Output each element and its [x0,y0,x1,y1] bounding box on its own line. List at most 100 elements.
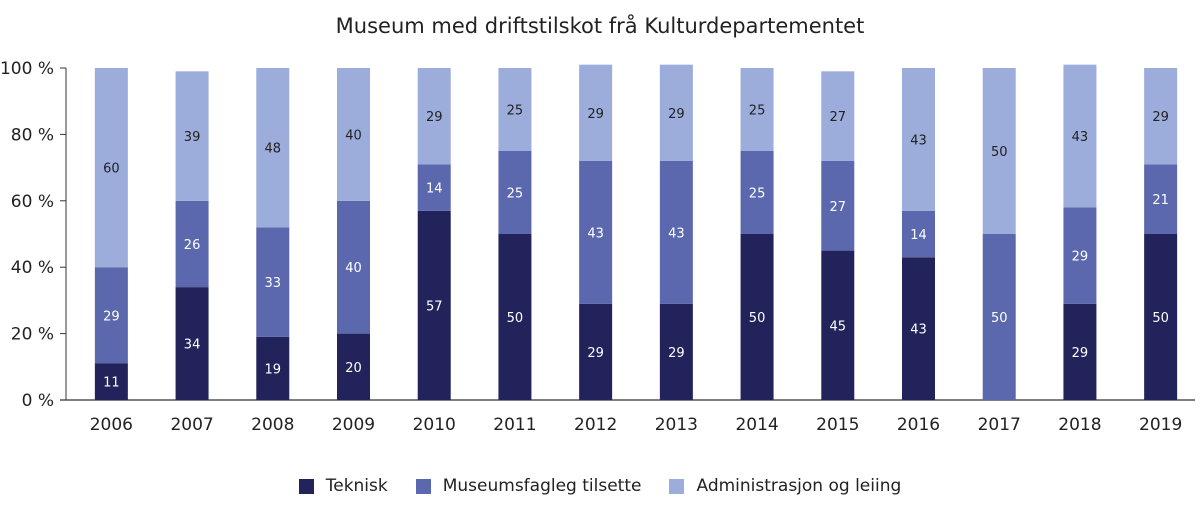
data-label: 25 [749,187,766,202]
data-label: 50 [749,311,766,326]
data-label: 40 [345,128,362,143]
data-label: 43 [910,323,927,338]
bar-segment [175,200,209,288]
bar-segment [94,68,128,268]
bar-segment [740,68,774,151]
data-label: 25 [507,104,524,119]
bar-segment [256,336,290,400]
data-label: 33 [265,276,282,291]
data-label: 26 [184,238,201,253]
chart-title: Museum med driftstilskot frå Kulturdepar… [335,14,865,38]
data-label: 27 [830,110,847,125]
x-tick-label: 2007 [170,415,213,435]
legend-item: Administrasjon og leiing [669,476,901,496]
bar-segment [902,68,935,211]
legend-swatch [415,478,431,494]
x-tick-label: 2012 [574,415,617,435]
bar-segment [94,363,128,400]
y-tick-label: 60 % [11,192,54,212]
x-tick-label: 2019 [1139,415,1182,435]
x-tick-label: 2017 [978,415,1021,435]
bar-segment [498,151,532,234]
data-label: 14 [910,228,927,243]
data-label: 29 [1072,346,1089,361]
data-label: 50 [991,145,1008,160]
data-label: 43 [587,226,604,241]
data-label: 29 [1152,110,1169,125]
data-label: 29 [426,110,443,125]
bar-segment [1063,64,1097,208]
data-label: 20 [345,361,362,376]
data-label: 25 [507,187,524,202]
data-label: 29 [103,309,120,324]
bar-segment [740,234,774,400]
bar-segment [1144,68,1178,165]
x-tick-label: 2008 [251,415,294,435]
bar-segment [579,64,613,161]
data-label: 14 [426,182,443,197]
x-tick-label: 2006 [90,415,133,435]
data-label: 19 [265,362,282,377]
legend: Teknisk Museumsfagleg tilsette Administras… [0,476,1200,496]
data-label: 43 [1072,130,1089,145]
data-label: 48 [265,142,282,157]
x-tick-label: 2016 [897,415,940,435]
data-label: 21 [1152,193,1169,208]
bar-segment [1063,303,1097,400]
x-tick-label: 2009 [332,415,375,435]
bar-segment [337,333,370,400]
bar-segment [1063,207,1097,304]
data-label: 50 [1152,311,1169,326]
x-tick-label: 2010 [413,415,456,435]
data-label: 34 [184,338,201,353]
y-tick-label: 80 % [11,125,54,145]
bar-segment [902,210,935,258]
data-label: 29 [587,346,604,361]
bar-segment [740,151,774,234]
data-label: 29 [1072,250,1089,265]
bar-segment [498,68,532,151]
legend-label: Administrasjon og leiing [696,476,902,496]
x-tick-label: 2018 [1058,415,1101,435]
legend-swatch [298,478,314,494]
data-label: 27 [830,200,847,215]
bar-segment [417,210,451,400]
bar-segment [1144,164,1178,234]
data-label: 29 [587,107,604,122]
bar-segment [1144,234,1178,400]
bar-segment [659,160,693,304]
y-tick-label: 40 % [11,258,54,278]
data-label: 40 [345,261,362,276]
data-label: 60 [103,162,120,177]
x-tick-label: 2015 [816,415,859,435]
bar-segment [337,200,370,334]
y-tick-label: 100 % [0,59,54,79]
plot-area: 0 % 20 % 40 % 60 % 80 % 100 % 11 29 60 2006 34 26 39… [0,59,1195,435]
data-label: 45 [830,319,847,334]
data-label: 25 [749,104,766,119]
bar-segment [417,68,451,165]
bar-segment [982,234,1016,400]
x-tick-label: 2011 [493,415,536,435]
bar-segment [579,160,613,304]
legend-label: Teknisk [325,476,388,496]
legend-swatch [669,478,685,494]
bar-segment [337,68,370,201]
bar-segment [821,160,855,251]
bar-segment [498,234,532,400]
bar-segment [175,287,209,400]
y-tick-label: 0 % [22,391,54,411]
data-label: 43 [668,226,685,241]
data-label: 11 [103,376,120,391]
bar-segment [417,164,451,211]
bar-segment [256,227,290,337]
x-tick-label: 2014 [735,415,778,435]
data-label: 39 [184,130,201,145]
bar-segment [579,303,613,400]
data-label: 57 [426,299,443,314]
bar-segment [821,250,855,400]
bar-segment [175,71,209,201]
legend-label: Museumsfagleg tilsette [442,476,642,496]
y-tick-label: 20 % [11,325,54,345]
data-label: 29 [668,107,685,122]
